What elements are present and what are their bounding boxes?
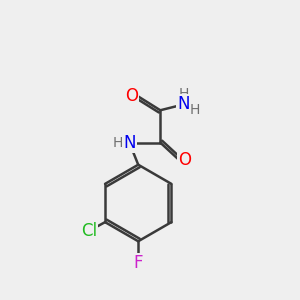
Text: H: H	[113, 136, 123, 150]
Text: F: F	[134, 254, 143, 272]
Text: N: N	[123, 134, 136, 152]
Text: H: H	[190, 103, 200, 117]
Text: O: O	[178, 151, 191, 169]
Text: H: H	[179, 87, 189, 101]
Text: Cl: Cl	[81, 222, 97, 240]
Text: N: N	[178, 95, 190, 113]
Text: O: O	[125, 86, 138, 104]
